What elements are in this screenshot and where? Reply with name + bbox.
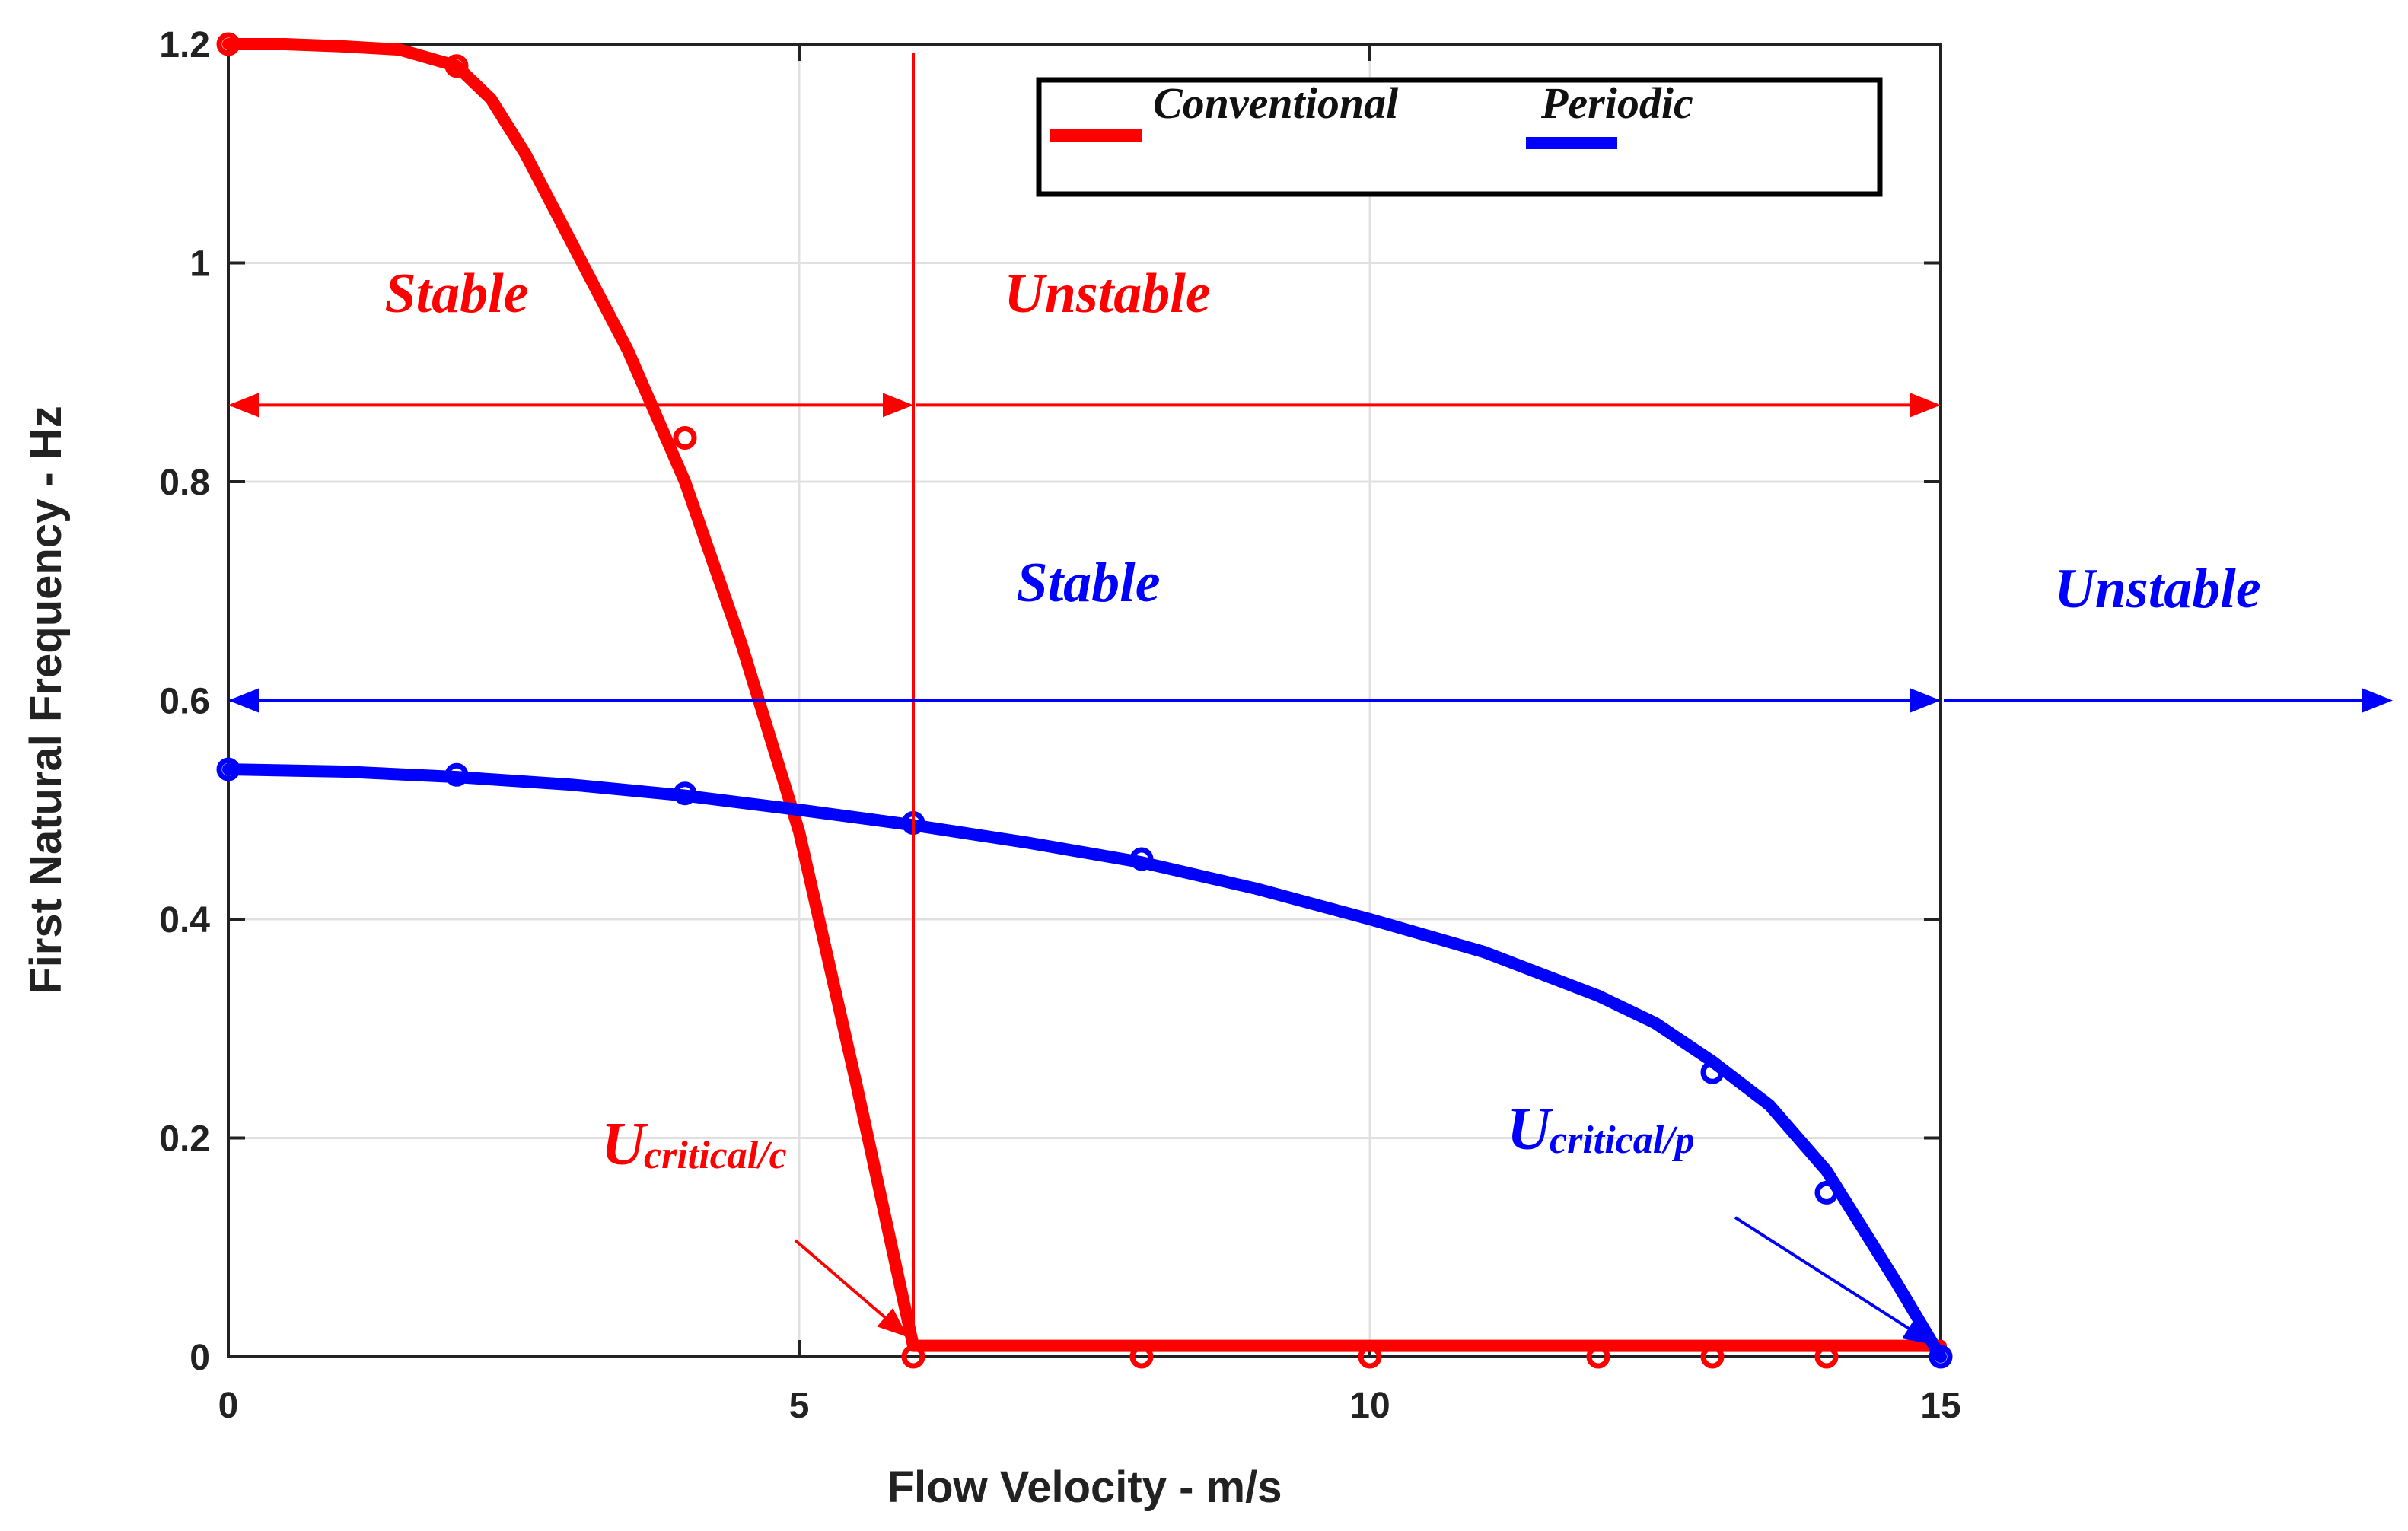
data-point-conventional — [1129, 1345, 1154, 1369]
data-point-periodic — [1929, 1345, 1953, 1369]
conventional-unstable-label: Unstable — [1004, 263, 1210, 325]
series — [216, 32, 1953, 1369]
series-line-periodic — [222, 763, 1947, 1363]
x-axis-title: Flow Velocity - m/s — [887, 1463, 1282, 1512]
data-point-conventional — [1586, 1345, 1610, 1369]
x-tick-label: 0 — [218, 1386, 239, 1426]
legend-box — [1036, 77, 1883, 197]
x-tick-label: 15 — [1920, 1386, 1960, 1426]
data-point-conventional — [1814, 1345, 1839, 1369]
y-tick-label: 0.6 — [159, 682, 210, 722]
data-point-conventional — [673, 426, 697, 450]
series-line-conventional — [222, 38, 1947, 1352]
critical-periodic-pointer — [1734, 1216, 1935, 1345]
legend-label-conventional: Conventional — [1153, 78, 1399, 128]
data-point-conventional — [1358, 1345, 1382, 1369]
data-point-periodic — [444, 762, 469, 787]
data-point-periodic — [1700, 1060, 1725, 1084]
data-point-conventional — [216, 32, 240, 56]
periodic-unstable-label: Unstable — [2054, 558, 2260, 620]
data-point-periodic — [673, 781, 697, 806]
data-point-periodic — [1129, 847, 1154, 871]
data-point-periodic — [1814, 1180, 1839, 1205]
y-tick-label: 0.2 — [159, 1119, 210, 1160]
data-point-periodic — [216, 757, 240, 781]
y-axis-title: First Natural Frequency - Hz — [21, 406, 71, 994]
x-tick-label: 5 — [789, 1386, 810, 1426]
critical-periodic-subscript: critical/p — [1550, 1119, 1695, 1162]
y-tick-label: 1 — [190, 244, 210, 285]
x-tick-label: 10 — [1349, 1386, 1390, 1426]
axis-ticks: 0 5 10 15 0 0.2 0.4 0.6 0.8 1 1.2 — [159, 25, 1960, 1426]
y-tick-label: 0.4 — [159, 900, 210, 941]
critical-conventional-pointer — [794, 1239, 909, 1338]
data-point-conventional — [444, 54, 469, 78]
y-tick-label: 0.8 — [159, 463, 210, 503]
legend: Conventional Periodic — [1036, 77, 1883, 197]
critical-conventional-symbol: U — [601, 1111, 648, 1178]
data-point-conventional — [1700, 1345, 1725, 1369]
y-tick-label: 0 — [190, 1338, 210, 1378]
critical-conventional-subscript: critical/c — [644, 1134, 787, 1177]
y-tick-label: 1.2 — [159, 25, 210, 65]
legend-label-periodic: Periodic — [1540, 78, 1693, 128]
periodic-stable-label: Stable — [1016, 552, 1160, 614]
critical-periodic-symbol: U — [1507, 1096, 1554, 1163]
data-point-conventional — [901, 1345, 925, 1369]
conventional-stable-label: Stable — [384, 263, 528, 325]
